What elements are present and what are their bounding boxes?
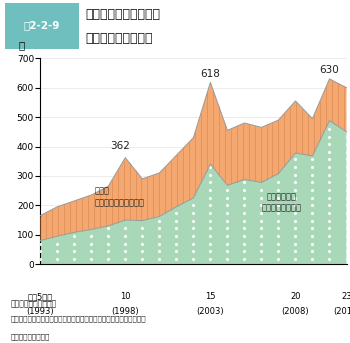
Text: 注：施設の管理者（国、都道府県、市町村、土地改良区等）に対する: 注：施設の管理者（国、都道府県、市町村、土地改良区等）に対する	[10, 315, 146, 322]
Text: 聞き取り調査。: 聞き取り調査。	[10, 333, 50, 340]
Text: 経年的な劣化
及び局部的な変化: 経年的な劣化 及び局部的な変化	[262, 192, 302, 213]
Text: 15: 15	[205, 292, 216, 301]
Text: (2008): (2008)	[282, 307, 309, 316]
Text: 362: 362	[110, 141, 130, 151]
Text: 618: 618	[201, 69, 220, 79]
Text: 件: 件	[19, 40, 25, 50]
Text: 20: 20	[290, 292, 301, 301]
Text: 農業水利施設における: 農業水利施設における	[86, 8, 161, 21]
Text: 平成5年度: 平成5年度	[28, 292, 53, 301]
Text: 突発事故の発生状況: 突発事故の発生状況	[86, 32, 153, 45]
Text: その他
（降雨、地盤沈下等）: その他 （降雨、地盤沈下等）	[95, 186, 145, 207]
Text: 10: 10	[120, 292, 131, 301]
Text: 23: 23	[341, 292, 350, 301]
FancyBboxPatch shape	[5, 3, 79, 49]
Text: (1998): (1998)	[112, 307, 139, 316]
Text: 図2-2-9: 図2-2-9	[24, 21, 60, 31]
Text: (2003): (2003)	[197, 307, 224, 316]
Text: 630: 630	[320, 66, 340, 75]
Text: 資料：農林水産省調べ: 資料：農林水産省調べ	[10, 299, 57, 308]
Text: (2011): (2011)	[333, 307, 350, 316]
Text: (1993): (1993)	[27, 307, 54, 316]
